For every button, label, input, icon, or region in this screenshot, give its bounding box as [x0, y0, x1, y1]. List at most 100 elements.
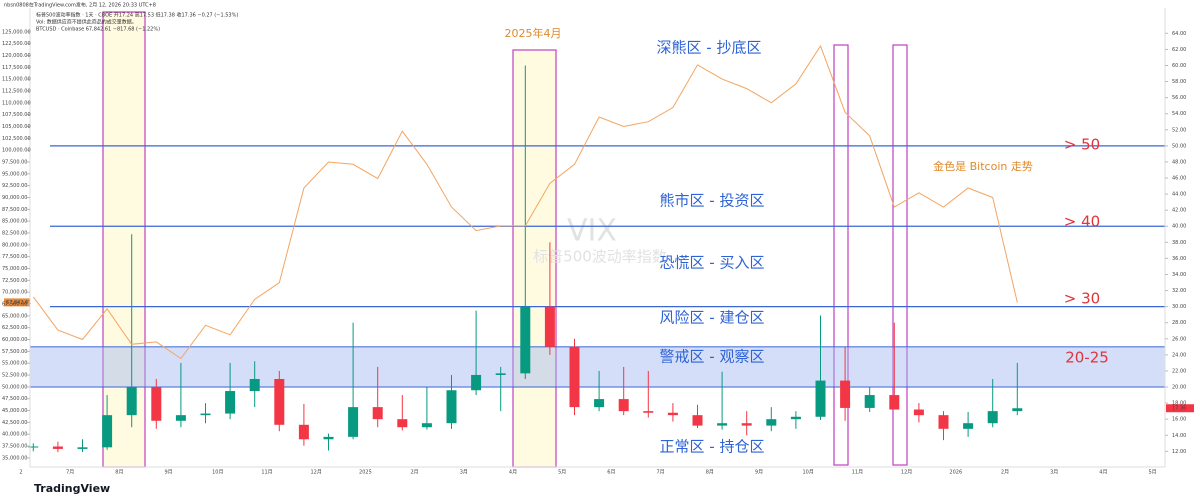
- y2-tick-label: 38.00: [1172, 240, 1186, 246]
- y-tick-label: 112,500.00: [2, 88, 31, 94]
- y-tick-label: 90,000.00: [2, 195, 27, 201]
- candle-body: [249, 378, 260, 392]
- y2-tick-label: 36.00: [1172, 256, 1186, 262]
- x-tick-label: 5月: [558, 470, 566, 476]
- highlight-period: [512, 49, 557, 468]
- x-tick-label: 8月: [115, 470, 123, 476]
- y-tick-label: 125,000.00: [2, 29, 31, 35]
- candle-body: [225, 391, 236, 414]
- y2-tick-label: 48.00: [1172, 159, 1186, 165]
- candle-body: [102, 415, 113, 448]
- x-tick-label: 9月: [165, 470, 173, 476]
- candle-body: [323, 436, 334, 440]
- candle-body: [421, 423, 432, 428]
- candle-body: [446, 390, 457, 424]
- x-tick-label: 12月: [311, 470, 322, 476]
- y-tick-label: 57,500.00: [2, 349, 27, 355]
- highlight-period: [892, 44, 908, 466]
- y-tick-label: 67,500.00: [2, 302, 27, 308]
- candle-body: [372, 407, 383, 420]
- y-tick-label: 92,500.00: [2, 183, 27, 189]
- candle-body: [717, 423, 728, 426]
- candle-body: [963, 423, 974, 429]
- band: [29, 346, 1166, 388]
- x-tick-label: 5月: [1149, 470, 1157, 476]
- y-tick-label: 77,500.00: [2, 254, 27, 260]
- x-tick-label: 2025: [359, 470, 372, 476]
- y2-tick-label: 56.00: [1172, 95, 1186, 101]
- header-line: Vol: 数据供应商不提供此商品的成交量数据。: [36, 19, 137, 26]
- candle-body: [175, 415, 186, 421]
- y-tick-label: 65,000.00: [2, 313, 27, 319]
- y-tick-label: 105,000.00: [2, 124, 31, 130]
- last-badge: [1166, 404, 1194, 413]
- candle-body: [200, 413, 211, 416]
- x-tick-label: 4月: [509, 470, 517, 476]
- y2-tick-label: 54.00: [1172, 111, 1186, 117]
- candle-body: [28, 446, 39, 448]
- candle-body: [594, 399, 605, 408]
- level-label: > 40: [1064, 213, 1100, 231]
- y2-tick-label: 16.00: [1172, 417, 1186, 423]
- x-tick-label: 9月: [755, 470, 763, 476]
- candle-body: [840, 380, 851, 408]
- highlight-period: [833, 44, 849, 466]
- y-tick-label: 100,000.00: [2, 148, 31, 154]
- y-tick-label: 107,500.00: [2, 112, 31, 118]
- y2-tick-label: 12.00: [1172, 449, 1186, 455]
- zone-label: 恐慌区 - 买入区: [660, 254, 765, 272]
- x-tick-label: 10月: [212, 470, 223, 476]
- candle-body: [495, 373, 506, 375]
- x-tick-label: 3月: [1050, 470, 1058, 476]
- y2-tick-label: 18.00: [1172, 401, 1186, 407]
- x-tick-label: 2026: [949, 470, 962, 476]
- y-tick-label: 120,000.00: [2, 53, 31, 59]
- y-tick-label: 45,000.00: [2, 408, 27, 414]
- candle-body: [397, 419, 408, 428]
- y2-tick-label: 64.00: [1172, 31, 1186, 37]
- x-tick-label: 12月: [901, 470, 912, 476]
- y-tick-label: 122,500.00: [2, 41, 31, 47]
- y-tick-label: 115,000.00: [2, 77, 31, 83]
- candle-body: [348, 407, 359, 437]
- y-tick-label: 50,000.00: [2, 384, 27, 390]
- candle-body: [766, 419, 777, 426]
- y2-tick-label: 46.00: [1172, 176, 1186, 182]
- y-tick-label: 82,500.00: [2, 231, 27, 237]
- header-line: BTCUSD · Coinbase 67,842.61 −817.68 (−1.…: [36, 27, 160, 33]
- last-badge: [4, 298, 30, 307]
- y-tick-label: 95,000.00: [2, 171, 27, 177]
- zone-label: 风险区 - 建仓区: [660, 309, 765, 327]
- candle-body: [274, 378, 285, 425]
- highlight-period: [102, 11, 146, 468]
- candle-body: [520, 306, 531, 374]
- y-tick-label: 85,000.00: [2, 219, 27, 225]
- btc-line: [32, 44, 1018, 360]
- y-tick-label: 62,500.00: [2, 325, 27, 331]
- x-tick-label: 7月: [657, 470, 665, 476]
- candle-body: [938, 415, 949, 429]
- period-label: 2025年4月: [505, 26, 562, 40]
- level-label: 20-25: [1065, 349, 1109, 367]
- x-tick-label: 11月: [852, 470, 863, 476]
- watermark-subtitle: 标普500波动率指数: [533, 248, 667, 266]
- y-tick-label: 42,500.00: [2, 420, 27, 426]
- y2-tick-label: 40.00: [1172, 224, 1186, 230]
- y2-tick-label: 26.00: [1172, 336, 1186, 342]
- publisher: nbsn0808在TradingView.com发布, 2月 12, 2026 …: [4, 2, 156, 9]
- x-tick-label: 8月: [706, 470, 714, 476]
- y-tick-label: 117,500.00: [2, 65, 31, 71]
- candle-body: [864, 395, 875, 408]
- y2-tick-label: 42.00: [1172, 208, 1186, 214]
- y2-tick-label: 60.00: [1172, 63, 1186, 69]
- candle-body: [667, 412, 678, 416]
- y-tick-label: 37,500.00: [2, 444, 27, 450]
- y-tick-label: 35,000.00: [2, 455, 27, 461]
- candle-body: [471, 374, 482, 391]
- watermark: VIX: [567, 214, 617, 249]
- x-tick-label: 6月: [607, 470, 615, 476]
- y-tick-label: 60,000.00: [2, 337, 27, 343]
- zone-label: 正常区 - 持仓区: [660, 438, 765, 456]
